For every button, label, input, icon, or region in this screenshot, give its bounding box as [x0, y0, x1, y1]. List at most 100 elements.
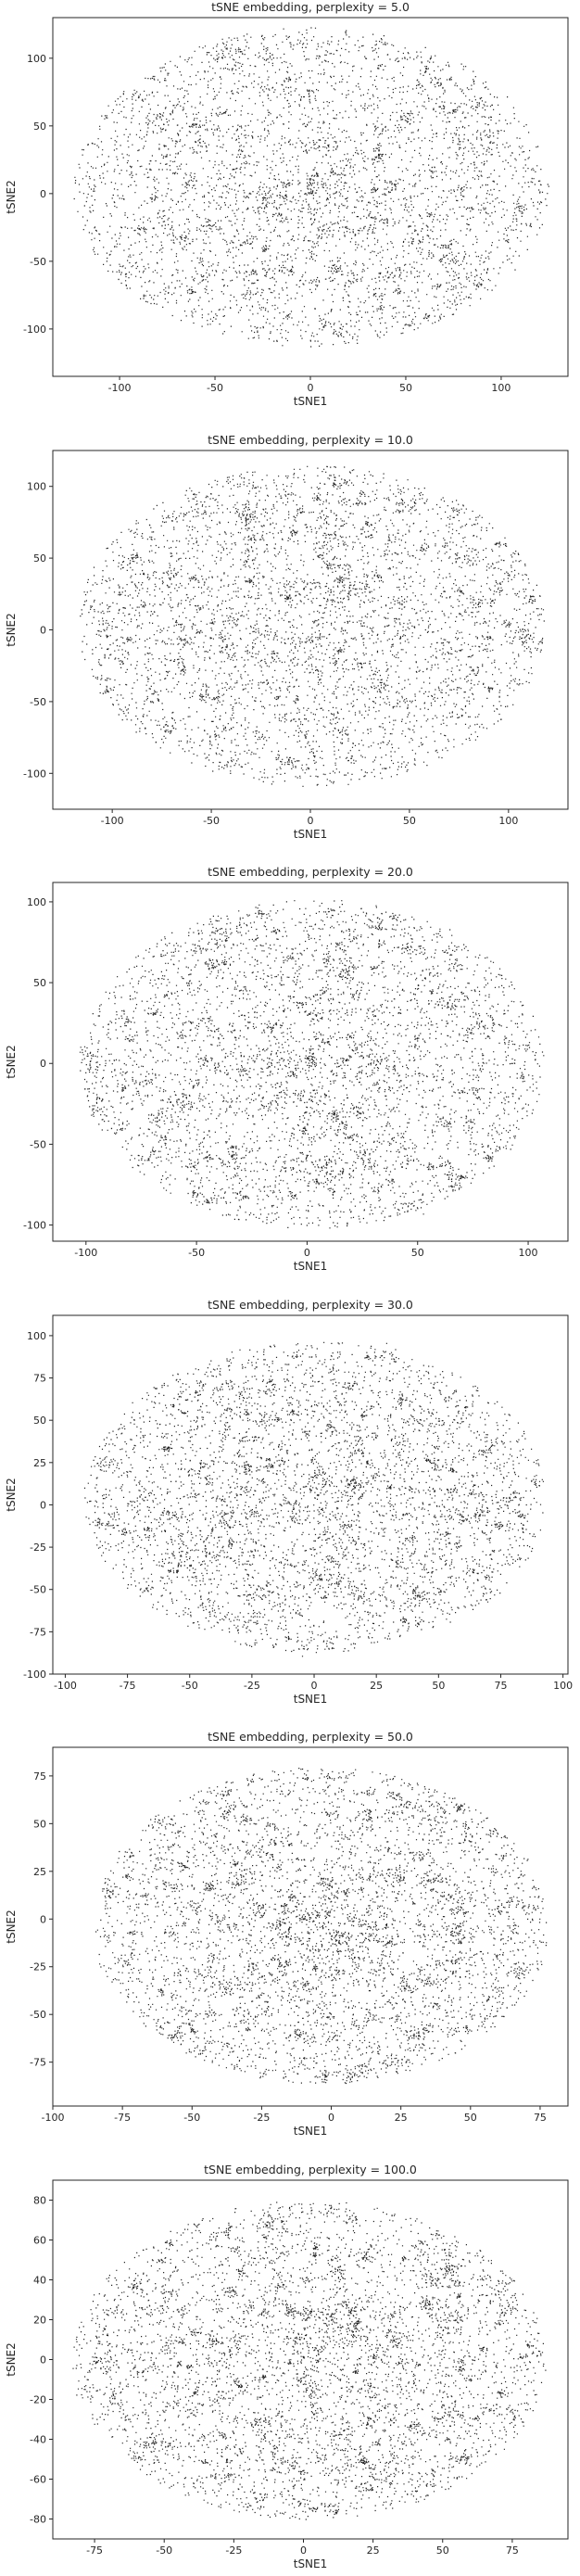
y-tick-label: 50: [33, 121, 46, 133]
y-tick-label: 25: [33, 1457, 46, 1469]
plot-area: [52, 882, 569, 1242]
x-tick-label: 0: [308, 382, 314, 394]
x-tick-label: 75: [494, 1680, 507, 1692]
x-axis-label: tSNE1: [294, 2125, 328, 2138]
scatter-points: [80, 465, 545, 787]
y-axis-label: tSNE2: [5, 2342, 18, 2377]
chart-title: tSNE embedding, perplexity = 20.0: [208, 865, 413, 879]
scatter-points: [73, 27, 549, 348]
x-tick-label: -50: [188, 1247, 205, 1259]
x-tick-label: -50: [207, 382, 223, 394]
y-tick-label: -100: [23, 768, 46, 780]
x-tick-label: -100: [42, 2112, 65, 2124]
y-tick-label: 0: [40, 188, 46, 200]
y-tick-label: -50: [30, 1138, 46, 1150]
y-tick-label: 50: [33, 977, 46, 989]
y-tick-label: 0: [40, 1499, 46, 1511]
x-tick-label: -75: [114, 2112, 131, 2124]
y-tick-label: 100: [27, 1330, 46, 1342]
panel-6: tSNE embedding, perplexity = 100.0 tSNE1 t…: [5, 2163, 569, 2570]
y-tick-label: -50: [30, 2009, 46, 2021]
y-tick-label: 0: [40, 2354, 46, 2367]
x-tick-label: 50: [464, 2112, 477, 2124]
y-axis-label: tSNE2: [5, 1910, 18, 1944]
y-tick-label: -75: [30, 1626, 46, 1638]
x-axis-label: tSNE1: [294, 1693, 328, 1706]
panel-5: tSNE embedding, perplexity = 50.0 tSNE1 tS…: [5, 1730, 569, 2138]
y-tick-label: 0: [40, 625, 46, 637]
x-tick-label: -100: [108, 382, 132, 394]
point-cloud: [80, 465, 545, 787]
x-tick-label: -100: [74, 1247, 97, 1259]
x-tick-label: -25: [253, 2112, 270, 2124]
y-axis-label: tSNE2: [5, 1045, 18, 1079]
x-tick-label: 50: [399, 382, 412, 394]
chart-title: tSNE embedding, perplexity = 50.0: [208, 1730, 413, 1744]
x-tick-label: 100: [491, 382, 511, 394]
y-tick-label: -80: [30, 2514, 46, 2526]
plot-area: [52, 1746, 569, 2107]
x-tick-label: -75: [86, 2544, 103, 2557]
plot-area: [52, 2179, 569, 2540]
y-tick-label: 50: [33, 552, 46, 565]
x-tick-label: 25: [367, 2544, 380, 2557]
x-tick-label: 0: [328, 2112, 334, 2124]
x-tick-label: -75: [120, 1680, 136, 1692]
y-tick-label: -60: [30, 2474, 46, 2486]
x-tick-label: 100: [498, 815, 518, 827]
point-cloud: [95, 1768, 548, 2085]
panel-3: tSNE embedding, perplexity = 20.0 tSNE1 tS…: [5, 865, 569, 1273]
x-tick-label: -50: [183, 2112, 200, 2124]
x-tick-label: 75: [506, 2544, 519, 2557]
chart-title: tSNE embedding, perplexity = 5.0: [211, 0, 410, 14]
y-tick-label: -75: [30, 2057, 46, 2069]
x-tick-label: -100: [54, 1680, 77, 1692]
chart-title: tSNE embedding, perplexity = 30.0: [208, 1298, 413, 1312]
scatter-points: [95, 1768, 548, 2085]
chart-title: tSNE embedding, perplexity = 10.0: [208, 433, 413, 447]
y-tick-label: -40: [30, 2434, 46, 2446]
y-tick-label: 40: [33, 2275, 46, 2287]
y-axis-label: tSNE2: [5, 1478, 18, 1512]
panel-2: tSNE embedding, perplexity = 10.0 tSNE1 tS…: [5, 433, 569, 841]
y-tick-label: -50: [30, 256, 46, 268]
x-tick-label: -100: [101, 815, 124, 827]
y-tick-label: -100: [23, 1220, 46, 1232]
y-tick-label: -100: [23, 1669, 46, 1681]
x-tick-label: 100: [519, 1247, 538, 1259]
y-tick-label: 50: [33, 1818, 46, 1830]
x-tick-label: 100: [553, 1680, 573, 1692]
x-tick-label: 0: [304, 1247, 310, 1259]
y-tick-label: 80: [33, 2195, 46, 2207]
y-axis-label: tSNE2: [5, 180, 18, 214]
x-axis-label: tSNE1: [294, 2557, 328, 2570]
x-axis-label: tSNE1: [294, 1260, 328, 1273]
x-tick-label: 50: [411, 1247, 424, 1259]
y-tick-label: 50: [33, 1415, 46, 1427]
x-tick-label: 25: [370, 1680, 383, 1692]
x-axis-label: tSNE1: [294, 395, 328, 408]
x-tick-label: -25: [244, 1680, 260, 1692]
scatter-points: [83, 1341, 545, 1657]
plot-area: [52, 1314, 569, 1675]
y-tick-label: 100: [27, 53, 46, 65]
y-tick-label: -50: [30, 1584, 46, 1596]
x-tick-label: 75: [534, 2112, 547, 2124]
y-tick-label: -50: [30, 696, 46, 708]
x-tick-label: -50: [156, 2544, 172, 2557]
y-tick-label: 100: [27, 896, 46, 908]
plot-area: [52, 17, 569, 377]
y-tick-label: 25: [33, 1866, 46, 1878]
x-tick-label: 0: [308, 815, 314, 827]
point-cloud: [73, 27, 549, 348]
panel-1: tSNE embedding, perplexity = 5.0 tSNE1 tSN…: [5, 0, 569, 408]
x-tick-label: 50: [432, 1680, 445, 1692]
y-tick-label: 0: [40, 1913, 46, 1925]
y-tick-label: 60: [33, 2235, 46, 2247]
x-tick-label: -50: [203, 815, 220, 827]
y-tick-label: -20: [30, 2394, 46, 2406]
y-tick-label: 20: [33, 2315, 46, 2327]
x-tick-label: 0: [311, 1680, 318, 1692]
x-tick-label: 25: [395, 2112, 408, 2124]
